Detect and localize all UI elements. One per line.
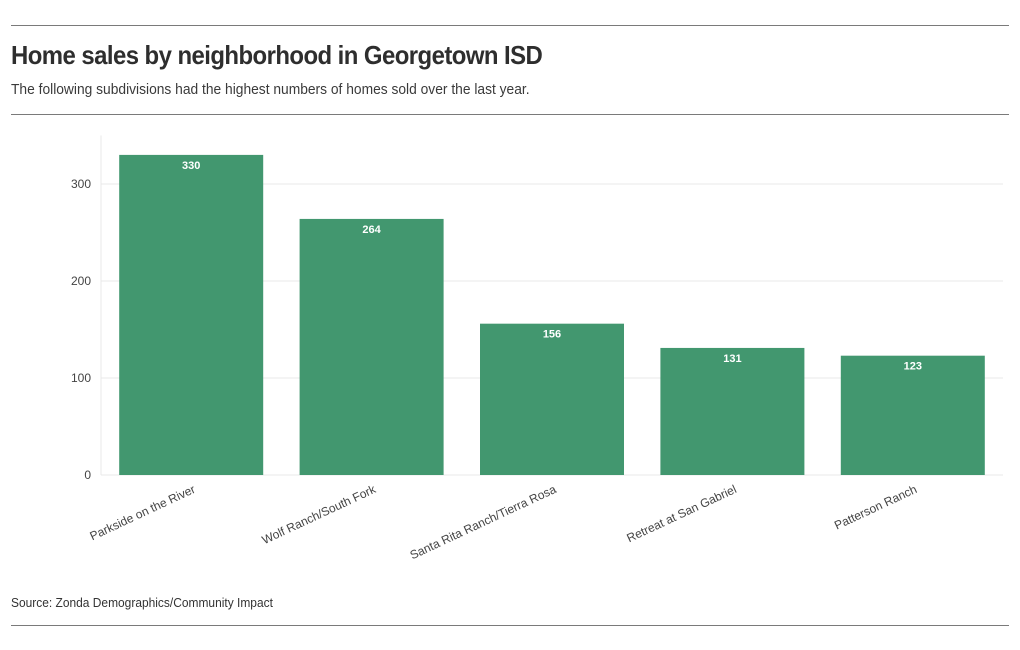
category-label: Retreat at San Gabriel (625, 482, 739, 545)
category-label: Patterson Ranch (832, 482, 919, 532)
category-label: Parkside on the River (88, 482, 198, 543)
chart-title: Home sales by neighborhood in Georgetown… (11, 40, 543, 70)
category-label: Santa Rita Ranch/Tierra Rosa (408, 482, 559, 562)
y-tick-label: 100 (71, 371, 91, 385)
bar (840, 355, 985, 475)
x-axis: Parkside on the River Wolf Ranch/South Fo… (88, 482, 920, 563)
chart-subtitle: The following subdivisions had the highe… (11, 81, 530, 98)
y-tick-label: 0 (84, 468, 91, 482)
bar-layer: 330 264 156 131 123 (119, 154, 985, 476)
top-rule (11, 25, 1009, 26)
y-axis: 0 100 200 300 (71, 177, 91, 482)
source-note: Source: Zonda Demographics/Community Imp… (11, 595, 273, 610)
bar-value-label: 131 (723, 353, 741, 365)
category-label: Wolf Ranch/South Fork (260, 482, 379, 547)
bar-value-label: 264 (362, 224, 381, 236)
bar (119, 154, 264, 475)
bar (660, 347, 805, 475)
bar-value-label: 330 (182, 160, 200, 172)
header-rule (11, 114, 1009, 115)
bar-value-label: 123 (904, 361, 922, 373)
bar-value-label: 156 (543, 329, 561, 341)
y-tick-label: 300 (71, 177, 91, 191)
bar (299, 218, 444, 476)
bar (480, 323, 624, 475)
bar-chart: 330 264 156 131 123 0 100 200 300 Parkside on t… (71, 135, 1003, 563)
y-tick-label: 200 (71, 274, 91, 288)
bottom-rule (11, 625, 1009, 626)
